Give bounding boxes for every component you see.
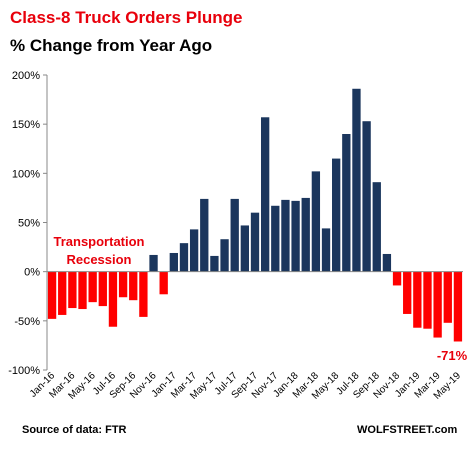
bar-Apr-17 (200, 198, 209, 272)
bar-Nov-16 (149, 254, 158, 272)
bar-May-19 (453, 271, 463, 342)
bar-Aug-16 (118, 271, 128, 298)
bars-group (47, 88, 463, 342)
y-axis: -100% -50% 0% 50% 100% 150% 200% (8, 70, 48, 377)
bar-Jul-18 (352, 88, 361, 272)
bar-Jan-16 (47, 271, 57, 319)
annotation-line-1: Transportation (53, 234, 144, 249)
bar-Feb-16 (58, 271, 67, 315)
bar-Dec-17 (281, 199, 290, 272)
bar-Jan-18 (291, 200, 300, 272)
bar-Aug-17 (240, 225, 250, 272)
bar-Sep-16 (129, 271, 138, 301)
bar-May-16 (88, 271, 97, 303)
bar-Feb-17 (179, 243, 189, 272)
bar-Jan-17 (169, 252, 178, 272)
annotation-line-2: Recession (66, 252, 131, 267)
y-tick-label: 150% (12, 119, 40, 131)
bar-Feb-19 (423, 271, 432, 329)
y-tick-label: 50% (18, 218, 40, 230)
bar-Oct-16 (139, 271, 148, 317)
bar-Mar-19 (433, 271, 442, 338)
bar-May-18 (332, 158, 341, 272)
bar-Aug-18 (362, 121, 371, 272)
bar-Sep-17 (250, 212, 260, 272)
bar-Apr-18 (321, 228, 331, 272)
y-tick-label: -100% (8, 365, 40, 377)
source-note: Source of data: FTR (22, 424, 127, 436)
chart-title: Class-8 Truck Orders Plunge (10, 8, 242, 27)
y-tick-label: -50% (14, 316, 40, 328)
y-tick-label: 100% (12, 168, 40, 180)
bar-Oct-17 (260, 117, 270, 272)
bar-Mar-16 (68, 271, 77, 309)
bar-Nov-17 (271, 205, 280, 272)
bar-Apr-16 (78, 271, 87, 310)
last-value-label: -71% (437, 348, 468, 363)
bar-Jun-16 (98, 271, 107, 307)
bar-May-17 (210, 255, 219, 272)
bar-Sep-18 (372, 182, 381, 272)
bar-Jul-17 (230, 198, 239, 272)
bar-Apr-19 (443, 271, 452, 323)
bar-Mar-18 (311, 171, 321, 272)
bar-Jul-16 (108, 271, 118, 327)
brand-label: WOLFSTREET.com (357, 424, 457, 436)
bar-Dec-16 (159, 271, 168, 295)
y-tick-label: 200% (12, 70, 40, 82)
bar-Feb-18 (301, 197, 310, 272)
bar-Oct-18 (382, 253, 392, 272)
bar-Mar-17 (189, 229, 199, 272)
bar-Nov-18 (392, 271, 402, 286)
bar-Jun-18 (342, 134, 351, 272)
y-tick-label: 0% (24, 267, 40, 279)
bar-Dec-18 (403, 271, 412, 314)
bar-Jun-17 (220, 239, 229, 272)
chart-subtitle: % Change from Year Ago (10, 36, 212, 55)
bar-Jan-19 (413, 271, 422, 328)
